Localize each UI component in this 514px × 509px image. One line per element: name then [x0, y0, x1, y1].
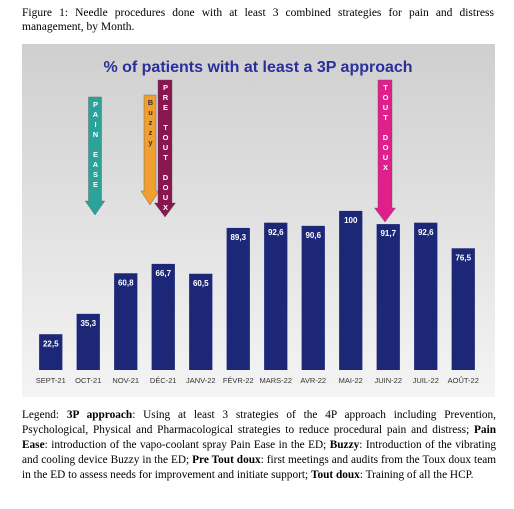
value-label: 90,6 — [305, 231, 321, 240]
x-tick-label: JUIL-22 — [413, 376, 439, 385]
annotation-label: PRE TOUT DOUX — [161, 83, 170, 213]
x-tick-label: SEPT-21 — [36, 376, 66, 385]
bar — [451, 248, 475, 370]
value-label: 66,7 — [155, 269, 171, 278]
chart-title: % of patients with at least a 3P approac… — [103, 59, 412, 76]
bar — [264, 222, 288, 370]
value-label: 22,5 — [43, 339, 59, 348]
x-tick-label: FÉVR-22 — [223, 376, 254, 385]
bar — [151, 263, 175, 370]
annotation-label: Buzzy — [146, 98, 155, 148]
annotation-label: TOUT DOUX — [381, 83, 390, 173]
legend-term: Buzzy — [329, 439, 360, 451]
bar — [414, 222, 438, 370]
x-tick-label: NOV-21 — [112, 376, 139, 385]
legend-term: Tout doux — [310, 469, 360, 481]
x-tick-label: MAI-22 — [339, 376, 363, 385]
legend-term: 3P approach — [66, 409, 133, 421]
x-tick-label: MARS-22 — [259, 376, 292, 385]
legend-text: Legend: 3P approach: Using at least 3 st… — [22, 408, 496, 483]
value-label: 76,5 — [455, 253, 471, 262]
bar — [189, 273, 213, 370]
legend-description: : introduction of the vapo-coolant spray… — [44, 439, 330, 451]
value-label: 92,6 — [268, 228, 284, 237]
bar — [301, 225, 325, 370]
x-tick-label: AVR-22 — [300, 376, 326, 385]
annotation-arrow — [374, 79, 396, 223]
x-tick-label: JANV-22 — [186, 376, 216, 385]
legend-prefix: Legend: — [22, 409, 67, 421]
bar — [76, 313, 100, 370]
annotation-arrow — [84, 96, 106, 216]
value-label: 35,3 — [80, 319, 96, 328]
legend-description: : Using at least 3 strategies of the 4P … — [22, 409, 496, 436]
annotation-label: PAIN EASE — [91, 100, 100, 190]
x-tick-label: OCT-21 — [75, 376, 101, 385]
annotation-arrow — [154, 79, 176, 218]
x-tick-label: DÉC-21 — [150, 376, 177, 385]
bar — [339, 210, 363, 370]
value-label: 89,3 — [230, 233, 246, 242]
bar — [114, 273, 138, 370]
bar — [376, 224, 400, 370]
x-tick-label: JUIN-22 — [374, 376, 402, 385]
legend-description: : Training of all the HCP. — [359, 469, 474, 481]
bar — [39, 334, 63, 370]
bar — [226, 227, 250, 370]
legend-description: : Introduction of the vibrating and cool… — [22, 439, 496, 466]
legend-term: Pain Ease — [22, 424, 496, 451]
legend-description: : first meetings and audits from the Tou… — [22, 454, 497, 481]
value-label: 60,5 — [193, 279, 209, 288]
x-tick-label: AOÛT-22 — [448, 376, 479, 385]
annotation-arrow — [140, 94, 160, 206]
legend-term: Pre Tout doux — [192, 454, 261, 466]
value-label: 91,7 — [380, 229, 396, 238]
value-label: 100 — [344, 216, 358, 225]
caption: Figure 1: Needle procedures done with at… — [22, 7, 494, 33]
value-label: 92,6 — [418, 228, 434, 237]
value-label: 60,8 — [118, 278, 134, 287]
